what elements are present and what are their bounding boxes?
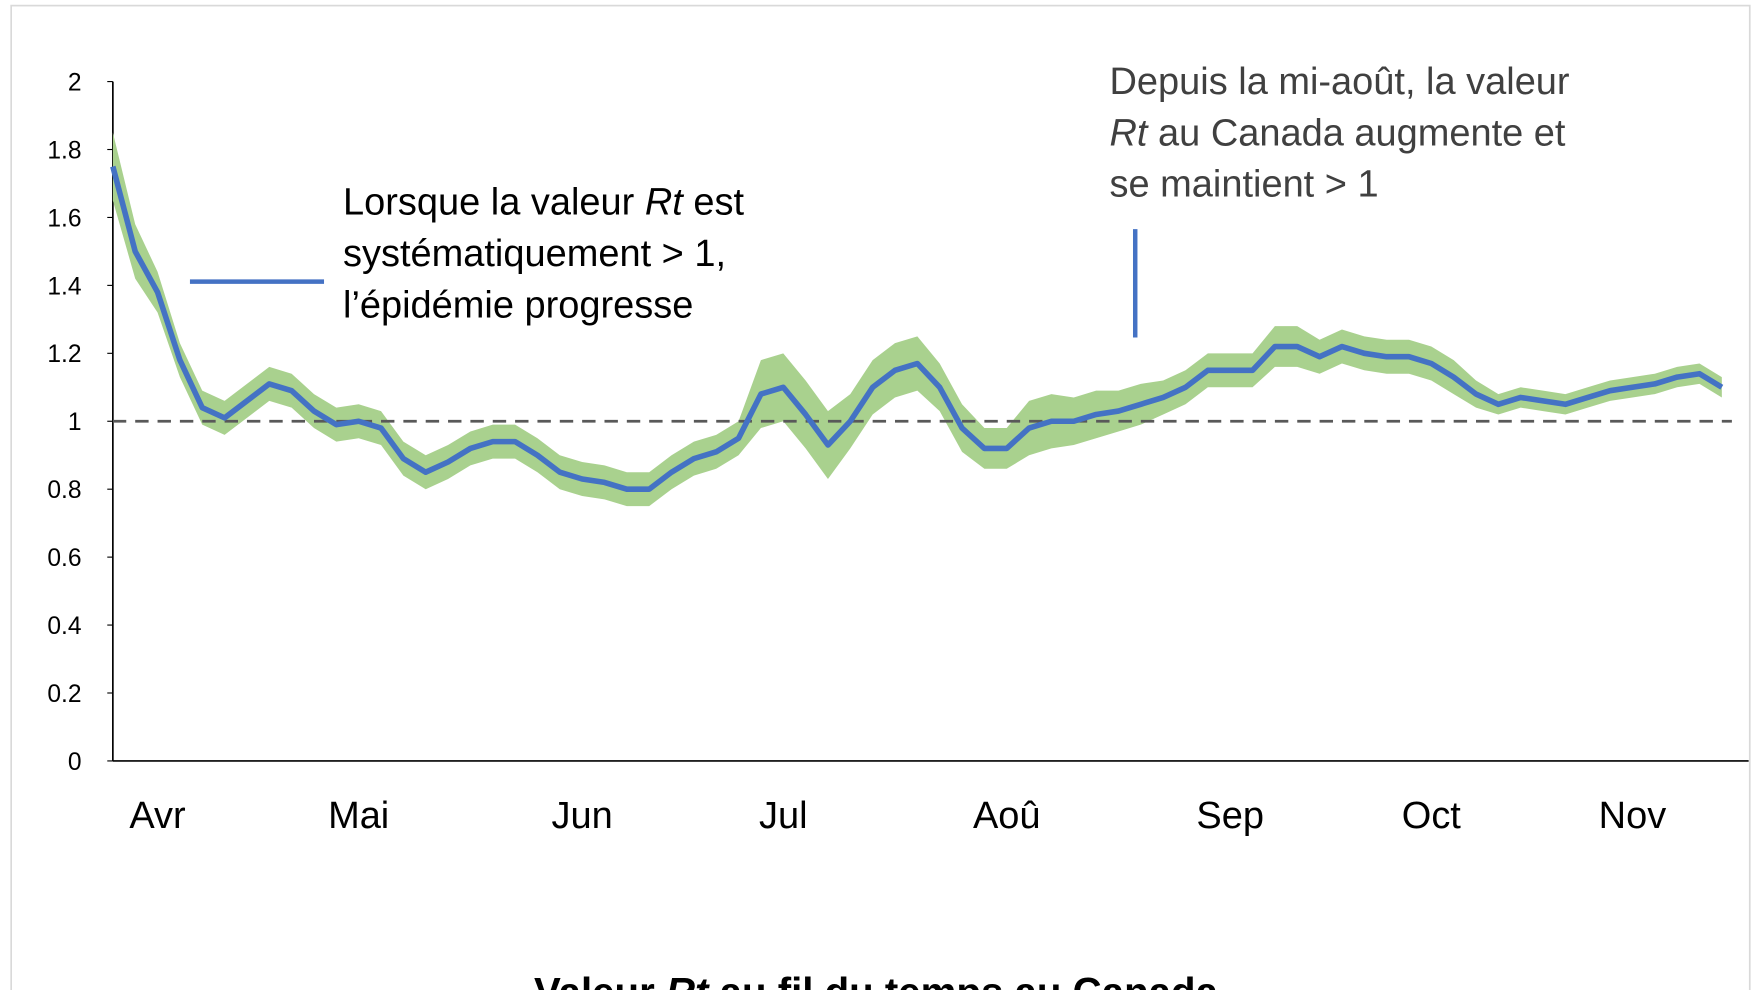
x-tick-label: Avr (129, 795, 186, 837)
annotation-part: l’épidémie progresse (343, 284, 693, 326)
x-tick-label: Mai (328, 795, 389, 837)
annotation-part: Depuis la mi-août, la valeur (1110, 61, 1570, 103)
x-tick-label: Jul (759, 795, 808, 837)
annotation-part: se maintient > 1 (1110, 164, 1379, 206)
y-tick-label: 0.2 (47, 681, 81, 708)
rt-line (110, 165, 1724, 492)
y-tick-label: 1.8 (47, 137, 81, 164)
annotation-part: au Canada augmente et (1147, 112, 1565, 154)
chart-title-part: Valeur (534, 970, 666, 990)
frame (10, 4, 1751, 990)
annotation-part: est (683, 182, 745, 224)
annotation-part: Rt (645, 182, 684, 224)
x-tick-label: Aoû (973, 795, 1041, 837)
annotation: Lorsque la valeur Rt est (343, 182, 744, 224)
annotation: systématiquement > 1, (343, 233, 726, 275)
y-tick-label: 0.4 (47, 613, 81, 640)
annotation-part: Rt (1110, 112, 1149, 154)
y-tick-label: 0.6 (47, 545, 81, 572)
x-tick-label: Nov (1599, 795, 1667, 837)
x-tick-label: Oct (1402, 795, 1462, 837)
y-tick-label: 1.6 (47, 205, 81, 232)
annotation-part: Lorsque la valeur (343, 182, 645, 224)
y-tick-label: 2 (68, 70, 82, 97)
annotation: l’épidémie progresse (343, 284, 693, 326)
annotation: se maintient > 1 (1110, 164, 1379, 206)
x-tick-label: Sep (1196, 795, 1264, 837)
x-tick-label: Jun (552, 795, 613, 837)
y-tick-label: 1.2 (47, 341, 81, 368)
chart-title: Valeur Rt au fil du temps au Canada (534, 970, 1219, 990)
annotation-part: systématiquement > 1, (343, 233, 726, 275)
y-tick-label: 1.4 (47, 273, 81, 300)
y-tick-label: 0 (68, 749, 82, 776)
annotation: Depuis la mi-août, la valeur (1110, 61, 1570, 103)
chart-title-part: au fil du temps au Canada (708, 970, 1218, 990)
y-tick-label: 0.8 (47, 477, 81, 504)
y-tick-label: 1 (68, 409, 82, 436)
annotation: Rt au Canada augmente et (1110, 112, 1566, 154)
chart-title-part: Rt (666, 970, 710, 990)
